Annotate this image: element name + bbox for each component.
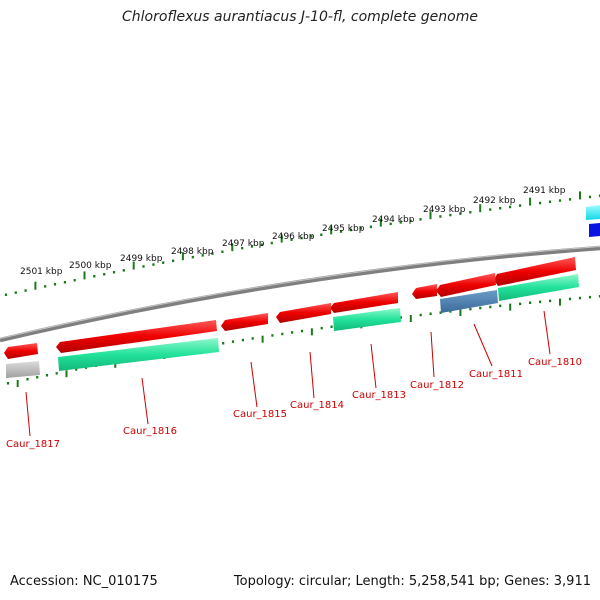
gene-label-caur-1817: Caur_1817 <box>6 439 60 450</box>
gene-arrow-caur-1816 <box>56 320 217 353</box>
gene-label-caur-1812: Caur_1812 <box>410 380 464 391</box>
feature-bar-caur-1813 <box>333 308 401 331</box>
kbp-label-2499: 2499 kbp <box>120 254 163 264</box>
feature-bar-caur-1817 <box>6 361 40 378</box>
gene-label-caur-1813: Caur_1813 <box>352 390 406 401</box>
kbp-label-2495: 2495 kbp <box>322 224 365 234</box>
kbp-label-2497: 2497 kbp <box>222 239 265 249</box>
genome-summary: Topology: circular; Length: 5,258,541 bp… <box>233 574 591 589</box>
kbp-label-2492: 2492 kbp <box>473 196 516 206</box>
gene-label-caur-1815: Caur_1815 <box>233 409 287 420</box>
cyan-feature <box>586 205 600 220</box>
accession-text: Accession: NC_010175 <box>10 574 158 589</box>
kbp-label-2493: 2493 kbp <box>423 205 466 215</box>
kbp-label-2498: 2498 kbp <box>171 247 214 257</box>
kbp-label-2496: 2496 kbp <box>272 232 315 242</box>
kbp-label-2500: 2500 kbp <box>69 261 112 271</box>
gene-label-caur-1814: Caur_1814 <box>290 400 344 411</box>
gene-arrow-caur-1812 <box>412 284 437 299</box>
gene-arrow-caur-1814 <box>276 303 331 323</box>
feature-bar-caur-1811 <box>440 290 498 313</box>
gene-label-caur-1816: Caur_1816 <box>123 426 177 437</box>
feature-bar-caur-1810 <box>498 274 579 301</box>
gene-arrow-caur-1811 <box>436 273 496 297</box>
blue-feature-right <box>589 223 600 237</box>
callout-lines <box>25 310 551 437</box>
gene-arrow-caur-1813 <box>330 292 398 313</box>
kbp-label-2501: 2501 kbp <box>20 267 63 277</box>
upper-tick-ruler <box>4 191 600 296</box>
gene-arrow-caur-1815 <box>221 313 268 331</box>
kbp-label-2494: 2494 kbp <box>372 215 415 225</box>
gene-label-caur-1811: Caur_1811 <box>469 369 523 380</box>
gene-arrow-caur-1817 <box>4 343 38 359</box>
gene-arrow-caur-1810 <box>494 257 576 286</box>
feature-bar-caur-1816 <box>58 338 219 371</box>
genome-backbone <box>0 245 600 343</box>
map-title: Chloroflexus aurantiacus J-10-fl, comple… <box>122 9 478 25</box>
kbp-label-2491: 2491 kbp <box>523 186 566 196</box>
gene-label-caur-1810: Caur_1810 <box>528 357 582 368</box>
